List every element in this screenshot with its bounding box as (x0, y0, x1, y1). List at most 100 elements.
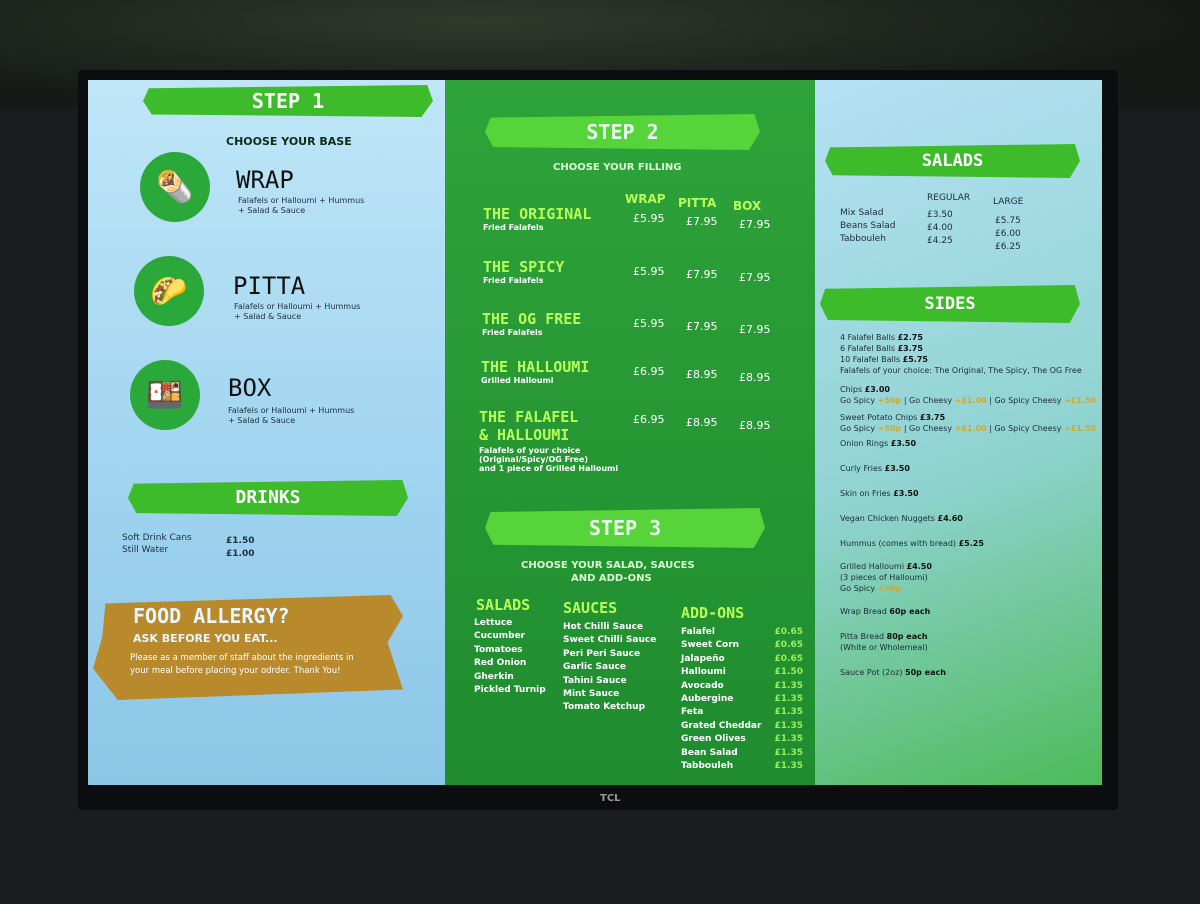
side-item: Skin on Fries £3.50 (840, 488, 1096, 499)
base-desc: + Salad & Sauce (228, 416, 296, 425)
filling-name: THE ORIGINAL (483, 205, 592, 223)
side-text: Go Spicy (840, 424, 876, 433)
side-text: | Go Cheesy (903, 424, 953, 433)
addon-name: Jalapeño (681, 653, 725, 664)
base-desc: + Salad & Sauce (238, 206, 306, 215)
side-text: Go Spicy (840, 396, 876, 405)
addon-row: Halloumi £1.50 (681, 666, 803, 679)
addon-price: £1.35 (774, 720, 803, 731)
salads-banner: SALADS (825, 144, 1080, 178)
step2-banner: STEP 2 (485, 114, 760, 150)
side-price: £4.50 (906, 562, 932, 571)
addon-row: Sweet Corn £0.65 (681, 639, 803, 652)
filling-name: THE OG FREE (482, 310, 582, 328)
salad-name: Mix Salad (840, 208, 884, 218)
filling-name: & HALLOUMI (479, 426, 570, 444)
side-text: 10 Falafel Balls (840, 355, 901, 364)
addon-price: £1.35 (774, 734, 803, 745)
side-option-price: +£1.00 (954, 424, 987, 433)
side-text: | Go Spicy Cheesy (989, 424, 1062, 433)
filling-row: THE FALAFEL & HALLOUMI Falafels of your … (479, 408, 618, 473)
tv-brand: TCL (600, 793, 621, 804)
addon-price: £1.35 (774, 761, 803, 772)
filling-desc: Falafels of your choice (479, 446, 581, 455)
addon-row: Green Olives £1.35 (681, 733, 803, 746)
addon-name: Green Olives (681, 734, 746, 745)
side-price: £3.50 (893, 489, 919, 498)
side-text: Pitta Bread (840, 632, 885, 641)
addon-row: Aubergine £1.35 (681, 693, 803, 706)
filling-price: £8.95 (739, 371, 771, 384)
filling-desc: and 1 piece of Grilled Halloumi (479, 464, 619, 473)
base-name: PITTA (233, 272, 306, 300)
side-option-price: +£1.00 (954, 396, 987, 405)
filling-desc: (Original/Spicy/OG Free) (479, 455, 589, 464)
drink-name: Still Water (122, 545, 169, 555)
allergy-notice (93, 595, 403, 700)
drink-price: £1.50 (226, 536, 255, 546)
wrap-icon: 🌯 (140, 152, 210, 222)
filling-desc: Fried Falafels (483, 276, 544, 285)
salad-option: Tomatoes (474, 644, 523, 655)
salad-option: Cucumber (474, 631, 526, 642)
side-option-price: +50p (877, 584, 902, 593)
side-item: Onion Rings £3.50 (840, 438, 1096, 449)
salad-option: Pickled Turnip (474, 685, 546, 696)
addon-row: Jalapeño £0.65 (681, 653, 803, 666)
sauce-option: Tahini Sauce (563, 675, 627, 686)
filling-price: £7.95 (686, 268, 718, 281)
sauce-option: Peri Peri Sauce (563, 648, 641, 659)
base-name: WRAP (236, 166, 294, 194)
allergy-title: FOOD ALLERGY? (133, 604, 290, 628)
side-text: Grilled Halloumi (840, 562, 905, 571)
side-text: Wrap Bread (840, 607, 887, 616)
side-item: Grilled Halloumi £4.50 (840, 561, 1096, 572)
salad-option: Gherkin (474, 671, 514, 682)
side-text: Vegan Chicken Nuggets (840, 514, 935, 523)
salad-option: Lettuce (474, 618, 513, 628)
filling-row: THE OG FREE Fried Falafels (482, 310, 581, 337)
step1-subtitle: CHOOSE YOUR BASE (226, 135, 352, 148)
side-price: 80p each (886, 632, 928, 641)
allergy-text: your meal before placing your odrder. Th… (130, 666, 341, 676)
col-pitta: PITTA (678, 196, 717, 210)
side-text: Hummus (comes with bread) (840, 539, 957, 548)
filling-price: £5.95 (633, 212, 665, 225)
addon-name: Avocado (681, 680, 724, 691)
side-item: Falafels of your choice: The Original, T… (840, 365, 1096, 376)
step2-panel: STEP 2 CHOOSE YOUR FILLING WRAP PITTA BO… (445, 80, 815, 785)
sauce-option: Mint Sauce (563, 689, 620, 700)
addon-row: Falafel £0.65 (681, 626, 803, 639)
side-price: £2.75 (897, 333, 923, 342)
side-item: Vegan Chicken Nuggets £4.60 (840, 513, 1096, 524)
side-price: £3.75 (919, 413, 946, 422)
side-text: (3 pieces of Halloumi) (840, 573, 928, 582)
filling-row: THE HALLOUMI Grilled Halloumi (481, 358, 589, 385)
side-item: Hummus (comes with bread) £5.25 (840, 538, 1096, 549)
filling-price: £7.95 (739, 323, 771, 336)
base-desc: Falafels or Halloumi + Hummus (228, 406, 355, 415)
side-item: (White or Wholemeal) (840, 642, 1096, 653)
filling-price: £8.95 (739, 419, 771, 432)
side-price: £5.25 (958, 539, 984, 548)
salad-options: Lettuce Cucumber Tomatoes Red Onion Gherkin P… (474, 617, 546, 697)
addon-price: £1.35 (774, 707, 803, 718)
side-price: £3.50 (884, 464, 910, 473)
sauce-option: Garlic Sauce (563, 662, 626, 673)
filling-price: £5.95 (633, 265, 665, 278)
addon-name: Tabbouleh (681, 761, 734, 772)
addon-price: £1.35 (774, 680, 803, 691)
allergy-text: Please as a member of staff about the in… (130, 653, 354, 663)
step3-banner: STEP 3 (485, 508, 765, 548)
addon-name: Falafel (681, 627, 715, 637)
salads-heading: SALADS (476, 596, 531, 614)
side-text: Falafels of your choice: The Original, T… (840, 366, 1082, 375)
addon-name: Halloumi (681, 667, 726, 678)
filling-price: £7.95 (686, 320, 718, 333)
col-box: BOX (733, 199, 762, 213)
base-desc: + Salad & Sauce (234, 312, 302, 321)
base-desc: Falafels or Halloumi + Hummus (234, 302, 361, 311)
addon-name: Sweet Corn (681, 640, 740, 651)
side-option-price: +50p (877, 396, 902, 405)
sauce-options: Hot Chilli Sauce Sweet Chilli Sauce Peri P… (563, 621, 656, 715)
